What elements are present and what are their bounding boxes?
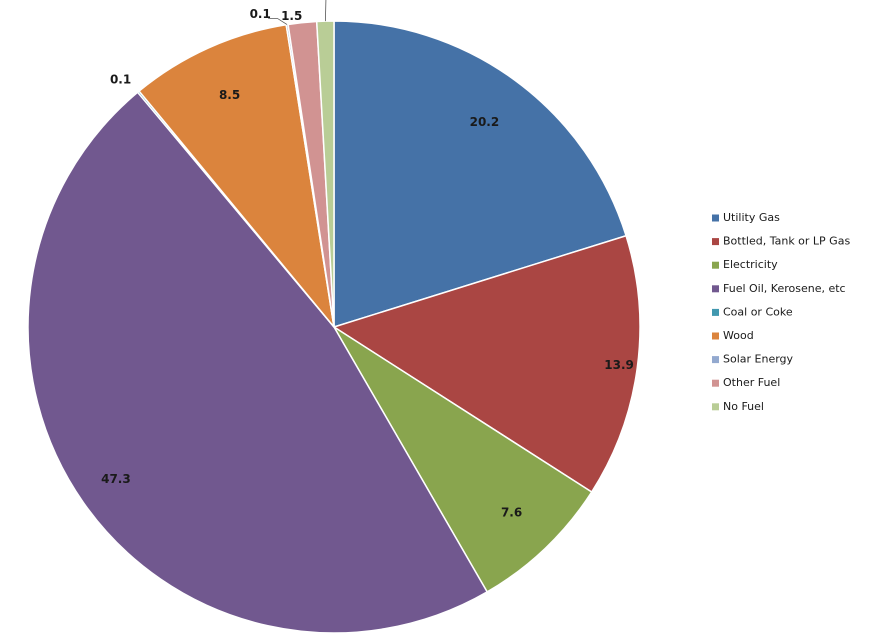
label-leader-lines <box>268 0 327 25</box>
legend-label-other-fuel: Other Fuel <box>723 376 780 389</box>
legend-label-coal-or-coke: Coal or Coke <box>723 305 793 318</box>
legend-label-wood: Wood <box>723 329 754 342</box>
legend-label-no-fuel: No Fuel <box>723 400 764 413</box>
legend-label-utility-gas: Utility Gas <box>723 211 780 224</box>
slice-label-bottled-tank-or-lp-gas: 13.9 <box>604 358 634 372</box>
leader-line-solar-energy <box>268 18 288 25</box>
legend-swatch-coal-or-coke <box>712 308 719 316</box>
legend-swatch-electricity <box>712 261 719 269</box>
slice-label-no-fuel: 0.9 <box>328 0 349 1</box>
legend-swatch-no-fuel <box>712 403 719 411</box>
legend-swatch-utility-gas <box>712 214 719 222</box>
legend-label-solar-energy: Solar Energy <box>723 353 794 366</box>
pie-slice-no-fuel <box>315 20 335 328</box>
slice-label-other-fuel: 1.5 <box>281 9 302 23</box>
legend-label-electricity: Electricity <box>723 258 778 271</box>
legend: Utility Gas Bottled, Tank or LP Gas Electr… <box>712 211 850 413</box>
slice-label-electricity: 7.6 <box>501 505 522 519</box>
pie-slice-utility-gas <box>333 20 627 328</box>
legend-label-fuel-oil-kerosene-etc: Fuel Oil, Kerosene, etc <box>723 282 846 295</box>
pie-slices <box>27 20 641 634</box>
legend-swatch-wood <box>712 332 719 340</box>
slice-label-solar-energy: 0.1 <box>250 7 271 21</box>
slice-label-utility-gas: 20.2 <box>470 115 500 129</box>
legend-swatch-solar-energy <box>712 356 719 364</box>
slice-label-fuel-oil-kerosene-etc: 47.3 <box>101 472 131 486</box>
slice-label-coal-or-coke: 0.1 <box>110 72 131 86</box>
slice-labels: 20.2 13.9 7.6 47.3 0.1 8.5 0.1 1.5 0.9 <box>101 0 634 519</box>
pie-slice-bottled-tank-or-lp-gas <box>333 234 641 493</box>
legend-swatch-bottled-tank-or-lp-gas <box>712 238 719 246</box>
slice-label-wood: 8.5 <box>219 88 240 102</box>
legend-swatch-other-fuel <box>712 379 719 387</box>
leader-line-no-fuel <box>325 0 327 22</box>
pie-slice-electricity <box>333 326 593 593</box>
legend-label-bottled-tank-or-lp-gas: Bottled, Tank or LP Gas <box>723 235 850 248</box>
pie-slice-wood <box>138 24 335 328</box>
pie-slice-fuel-oil-kerosene-etc <box>27 91 488 634</box>
legend-swatch-fuel-oil-kerosene-etc <box>712 285 719 293</box>
